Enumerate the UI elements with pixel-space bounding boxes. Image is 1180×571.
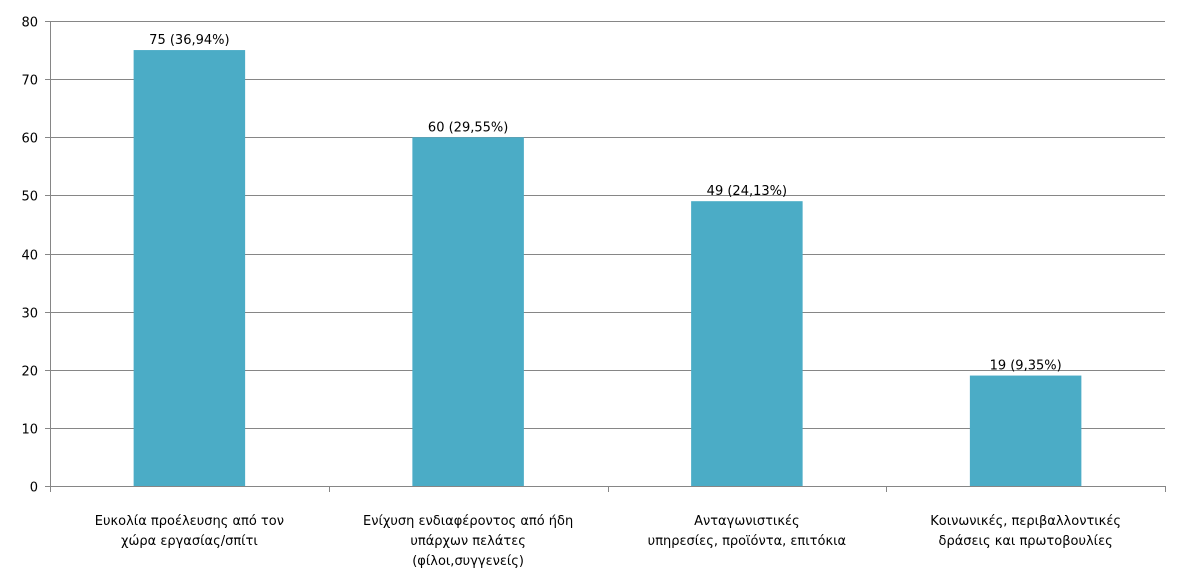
x-category-label: χώρα εργασίας/σπίτι [121, 534, 258, 549]
bars [133, 50, 1082, 486]
x-category-label: υπάρχων πελάτες [410, 534, 526, 549]
data-label: 19 (9,35%) [990, 359, 1062, 374]
data-label: 75 (36,94%) [149, 33, 229, 48]
data-label: 49 (24,13%) [707, 184, 787, 199]
y-tick-label: 50 [21, 190, 38, 205]
bar [969, 375, 1082, 486]
data-label: 60 (29,55%) [428, 120, 508, 135]
x-category-label: (φίλοι,συγγενείς) [412, 554, 524, 569]
bar [412, 137, 524, 486]
labels: 0 10 20 30 40 50 60 70 80 75 (36,94%) Ευκολία προέ… [21, 16, 1121, 570]
y-tick-label: 60 [21, 132, 38, 147]
y-tick-label: 80 [21, 16, 38, 31]
y-tick-label: 70 [21, 74, 38, 89]
y-tick-label: 30 [21, 307, 38, 322]
y-tick-label: 10 [21, 423, 38, 438]
y-tick-label: 0 [30, 481, 38, 496]
y-tick-label: 20 [21, 365, 38, 380]
x-category-label: δράσεις και πρωτοβουλίες [939, 534, 1113, 549]
axes [50, 21, 1166, 492]
x-category-label: υπηρεσίες, προϊόντα, επιτόκια [648, 534, 846, 549]
x-category-label: Κοινωνικές, περιβαλλοντικές [930, 514, 1121, 529]
x-category-label: Ανταγωνιστικές [694, 514, 800, 529]
x-category-label: Ενίχυση ενδιαφέροντος από ήδη [363, 514, 573, 529]
x-category-label: Ευκολία προέλευσης από τον [95, 514, 284, 529]
bar [133, 50, 246, 486]
bar [691, 201, 803, 486]
y-tick-label: 40 [21, 249, 38, 264]
